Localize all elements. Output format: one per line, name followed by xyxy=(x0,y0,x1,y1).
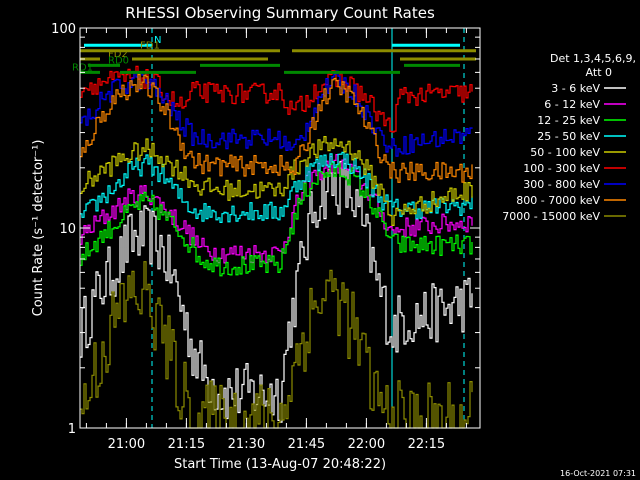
chart-title: RHESSI Observing Summary Count Rates xyxy=(125,4,435,22)
legend-label-3: 12 - 25 keV xyxy=(537,114,600,127)
legend-label-9: 7000 - 15000 keV xyxy=(502,210,600,223)
legend-label-7: 300 - 800 keV xyxy=(523,178,600,191)
legend-label-2: 6 - 12 keV xyxy=(544,98,600,111)
flag-label-2: FD1 xyxy=(140,41,160,52)
x-tick-label-1: 21:00 xyxy=(108,437,145,452)
x-tick-label-4: 21:45 xyxy=(288,437,325,452)
y-tick-label-3: 100 xyxy=(51,22,76,37)
y-tick-label-1: 1 xyxy=(68,422,76,437)
data-series xyxy=(80,65,473,429)
x-tick-label-6: 22:15 xyxy=(408,437,445,452)
series-line-7 xyxy=(80,70,473,157)
series-line-3 xyxy=(80,161,473,277)
series-line-2 xyxy=(80,154,473,264)
legend-label-5: 50 - 100 keV xyxy=(530,146,600,159)
x-tick-label-2: 21:15 xyxy=(168,437,205,452)
series-line-8 xyxy=(80,73,473,183)
y-tick-label-2: 10 xyxy=(59,222,76,237)
legend: 3 - 6 keV 6 - 12 keV 12 - 25 keV 25 - 50 ke… xyxy=(502,82,626,223)
timestamp: 16-Oct-2021 07:31 xyxy=(560,469,636,478)
series-line-1 xyxy=(80,160,473,423)
x-axis-label: Start Time (13-Aug-07 20:48:22) xyxy=(174,457,386,472)
flag-label-3: FD2 xyxy=(108,49,128,60)
flag-label-1: N xyxy=(154,35,161,46)
axes: 1 10 100 21:00 21:15 21:30 21:45 22:00 22:15 xyxy=(51,22,480,452)
legend-label-8: 800 - 7000 keV xyxy=(516,194,600,207)
series-line-5 xyxy=(80,136,473,226)
legend-header-line-2: Att 0 xyxy=(586,66,612,79)
legend-header-line-1: Det 1,3,4,5,6,9, xyxy=(550,52,636,65)
flag-label-5: RD1 xyxy=(72,62,93,73)
x-tick-label-3: 21:30 xyxy=(228,437,265,452)
flag-label-4: RD0 xyxy=(108,55,129,66)
x-tick-label-5: 22:00 xyxy=(348,437,385,452)
legend-label-1: 3 - 6 keV xyxy=(551,82,600,95)
series-line-9 xyxy=(80,261,473,429)
legend-label-6: 100 - 300 keV xyxy=(523,162,600,175)
y-axis-label: Count Rate (s⁻¹ detector⁻¹) xyxy=(31,140,46,317)
series-line-6 xyxy=(80,65,473,133)
legend-label-4: 25 - 50 keV xyxy=(537,130,600,143)
